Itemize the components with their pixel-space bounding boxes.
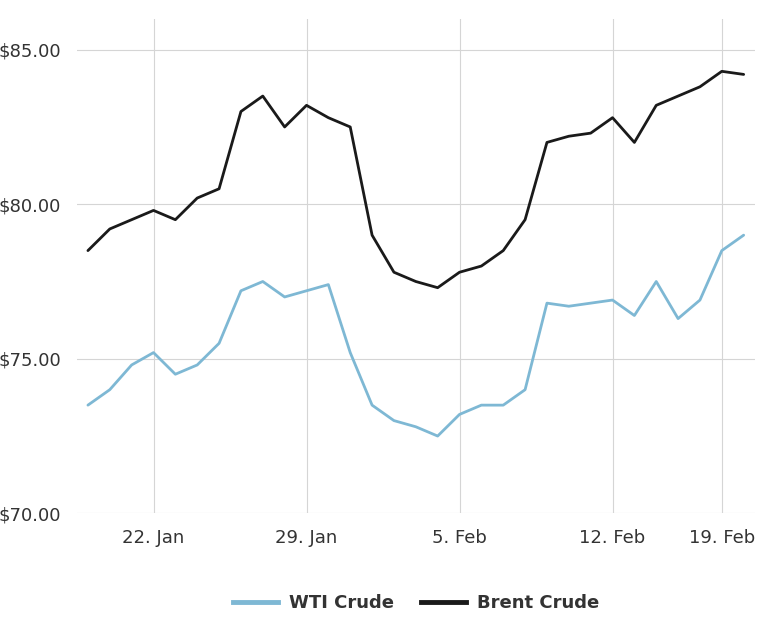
Legend: WTI Crude, Brent Crude: WTI Crude, Brent Crude	[226, 587, 606, 619]
